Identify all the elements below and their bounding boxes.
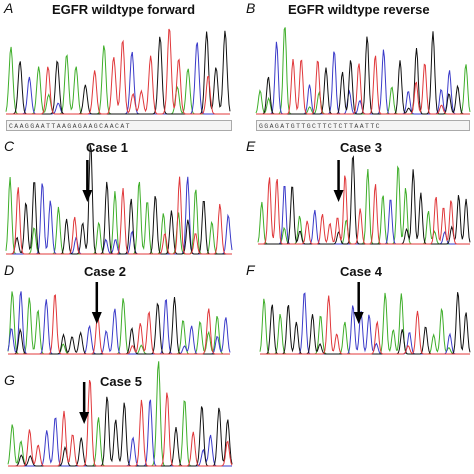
trace-line-g (258, 155, 471, 245)
panel-title: Case 3 (340, 140, 382, 155)
panel-letter: B (246, 0, 256, 16)
panel-title: EGFR wildtype reverse (288, 2, 430, 17)
mutation-arrow-icon (353, 282, 364, 324)
chromatogram-trace (7, 361, 233, 467)
panel-title: Case 1 (86, 140, 128, 155)
chromatogram-trace (259, 282, 471, 355)
panel-title: Case 5 (100, 374, 142, 389)
sequence-strip: CAAGGAATTAAGAGAAGCAACAT (6, 120, 232, 131)
panel-title: Case 4 (340, 264, 382, 279)
trace-line-c (6, 176, 233, 255)
panel-letter: A (4, 0, 14, 16)
trace-line-g (8, 396, 233, 467)
trace-line-t (8, 294, 230, 355)
chromatogram-trace (5, 28, 231, 115)
chromatogram-trace (7, 282, 231, 355)
trace-line-a (7, 291, 230, 355)
sequence-strip: GGAGATGTTGCTTCTCTTAATTC (256, 120, 470, 131)
mutation-arrow-icon (91, 282, 102, 324)
chromatogram-trace (5, 144, 233, 255)
mutation-arrow-icon (333, 160, 344, 202)
trace-line-t (8, 379, 233, 467)
panel-letter: D (4, 262, 15, 278)
panel-letter: E (246, 138, 256, 154)
trace-line-t (6, 28, 230, 115)
mutation-arrow-icon (79, 382, 90, 424)
chromatogram-trace (255, 27, 471, 115)
chromatogram-trace (257, 155, 471, 245)
trace-line-a (255, 27, 471, 115)
trace-line-a (5, 176, 232, 255)
panel-letter: G (4, 372, 15, 388)
trace-line-c (258, 186, 470, 245)
panel-letter: C (4, 138, 15, 154)
trace-line-t (6, 176, 232, 255)
trace-line-t (258, 175, 470, 245)
trace-line-t (260, 295, 470, 355)
panel-title: EGFR wildtype forward (52, 2, 196, 17)
mutation-arrow-icon (82, 160, 93, 202)
panel-title: Case 2 (84, 264, 126, 279)
trace-line-t (256, 55, 470, 115)
panel-letter: F (246, 262, 255, 278)
trace-line-c (7, 291, 231, 355)
